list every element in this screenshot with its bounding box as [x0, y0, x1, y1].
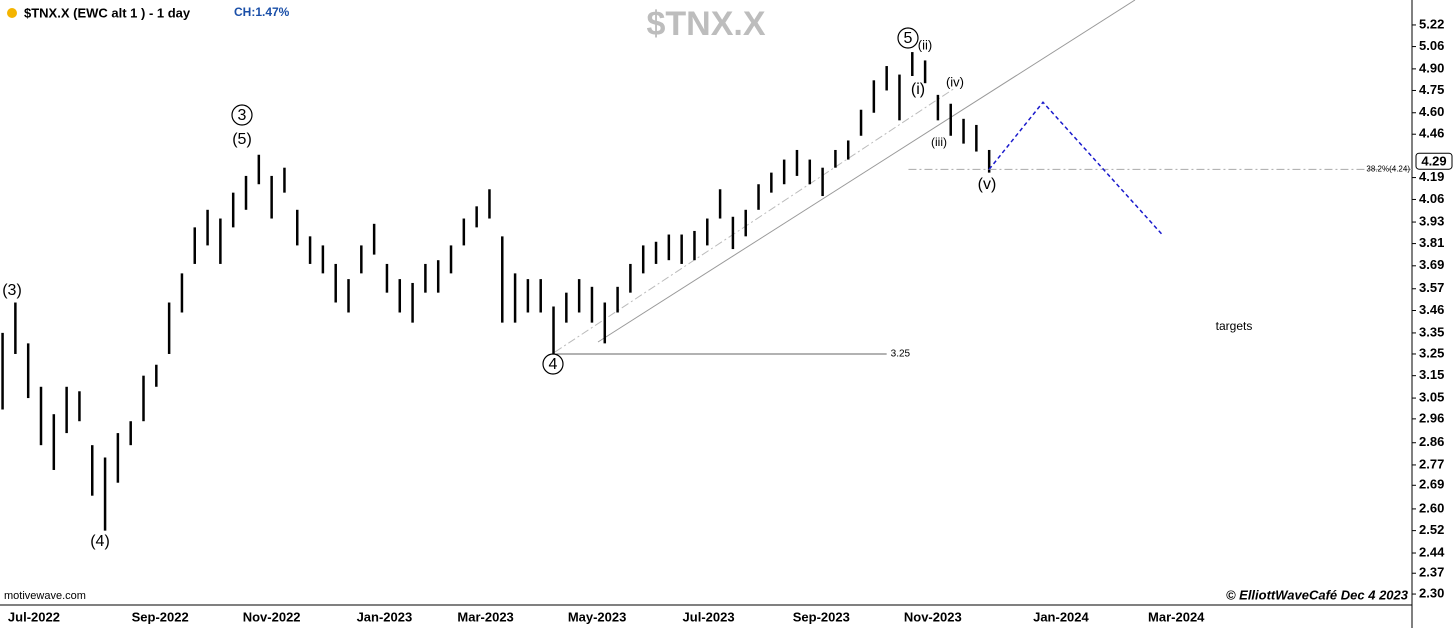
y-tick-label: 2.44 [1419, 544, 1445, 559]
y-tick-label: 3.69 [1419, 257, 1444, 272]
y-tick-label: 3.25 [1419, 345, 1444, 360]
x-tick-label: Sep-2023 [793, 609, 850, 624]
y-tick-label: 3.35 [1419, 324, 1444, 339]
watermark: $TNX.X [646, 5, 765, 43]
y-tick-label: 3.05 [1419, 390, 1444, 405]
note: (iii) [931, 135, 947, 149]
wave-label: (3) [2, 282, 22, 299]
y-tick-label: 2.37 [1419, 565, 1444, 580]
y-tick-label: 4.60 [1419, 104, 1444, 119]
x-tick-label: Jan-2024 [1033, 609, 1089, 624]
x-tick-label: Mar-2024 [1148, 609, 1205, 624]
x-tick-label: Jul-2023 [683, 609, 735, 624]
y-tick-label: 2.30 [1419, 585, 1444, 600]
price-tag-box [1415, 152, 1453, 170]
y-tick-label: 4.06 [1419, 191, 1444, 206]
chart-title: $TNX.X (EWC alt 1 ) - 1 day [24, 5, 191, 20]
wave-label: (4) [90, 533, 110, 550]
x-tick-label: Jan-2023 [357, 609, 413, 624]
y-tick-label: 2.96 [1419, 410, 1444, 425]
wave-label: (iv) [946, 74, 964, 89]
y-tick-label: 3.57 [1419, 280, 1444, 295]
wave-label: (i) [911, 81, 925, 98]
y-tick-label: 5.06 [1419, 38, 1444, 53]
wave-label: (ii) [918, 37, 932, 52]
y-tick-label: 4.46 [1419, 126, 1444, 141]
y-tick-label: 2.52 [1419, 522, 1444, 537]
channel-line [597, 0, 1136, 343]
x-tick-label: Jul-2022 [8, 609, 60, 624]
note: targets [1216, 319, 1253, 333]
credit: © ElliottWaveCafé Dec 4 2023 [1226, 587, 1409, 602]
y-tick-label: 4.19 [1419, 169, 1444, 184]
y-tick-label: 3.46 [1419, 302, 1444, 317]
wave-label: 4 [549, 356, 558, 373]
level-label: 38.2%(4.24) [1366, 164, 1410, 173]
y-tick-label: 4.90 [1419, 60, 1444, 75]
x-tick-label: Mar-2023 [457, 609, 513, 624]
x-tick-label: Nov-2023 [904, 609, 962, 624]
wave-label: 3 [238, 107, 247, 124]
projection-line [988, 101, 1163, 236]
y-tick-label: 5.22 [1419, 16, 1444, 31]
x-tick-label: Sep-2022 [132, 609, 189, 624]
wave-label: 5 [904, 30, 913, 47]
price-tag: 4.29 [1421, 154, 1446, 169]
x-tick-label: Nov-2022 [243, 609, 301, 624]
wave-circle [231, 104, 253, 126]
wave-label: (v) [978, 176, 997, 193]
x-tick-label: May-2023 [568, 609, 627, 624]
status-dot [7, 8, 17, 18]
wave-circle [897, 27, 919, 49]
source: motivewave.com [4, 590, 86, 602]
y-tick-label: 3.81 [1419, 235, 1444, 250]
y-tick-label: 2.77 [1419, 456, 1444, 471]
y-tick-label: 4.75 [1419, 82, 1444, 97]
level-label: 3.25 [891, 349, 911, 360]
y-tick-label: 2.86 [1419, 434, 1444, 449]
change-label: CH:1.47% [234, 5, 290, 19]
wave-circle [542, 353, 564, 375]
wave-label: (5) [232, 131, 252, 148]
y-tick-label: 2.69 [1419, 477, 1444, 492]
y-tick-label: 3.15 [1419, 367, 1444, 382]
y-tick-label: 3.93 [1419, 213, 1444, 228]
y-tick-label: 2.60 [1419, 500, 1444, 515]
